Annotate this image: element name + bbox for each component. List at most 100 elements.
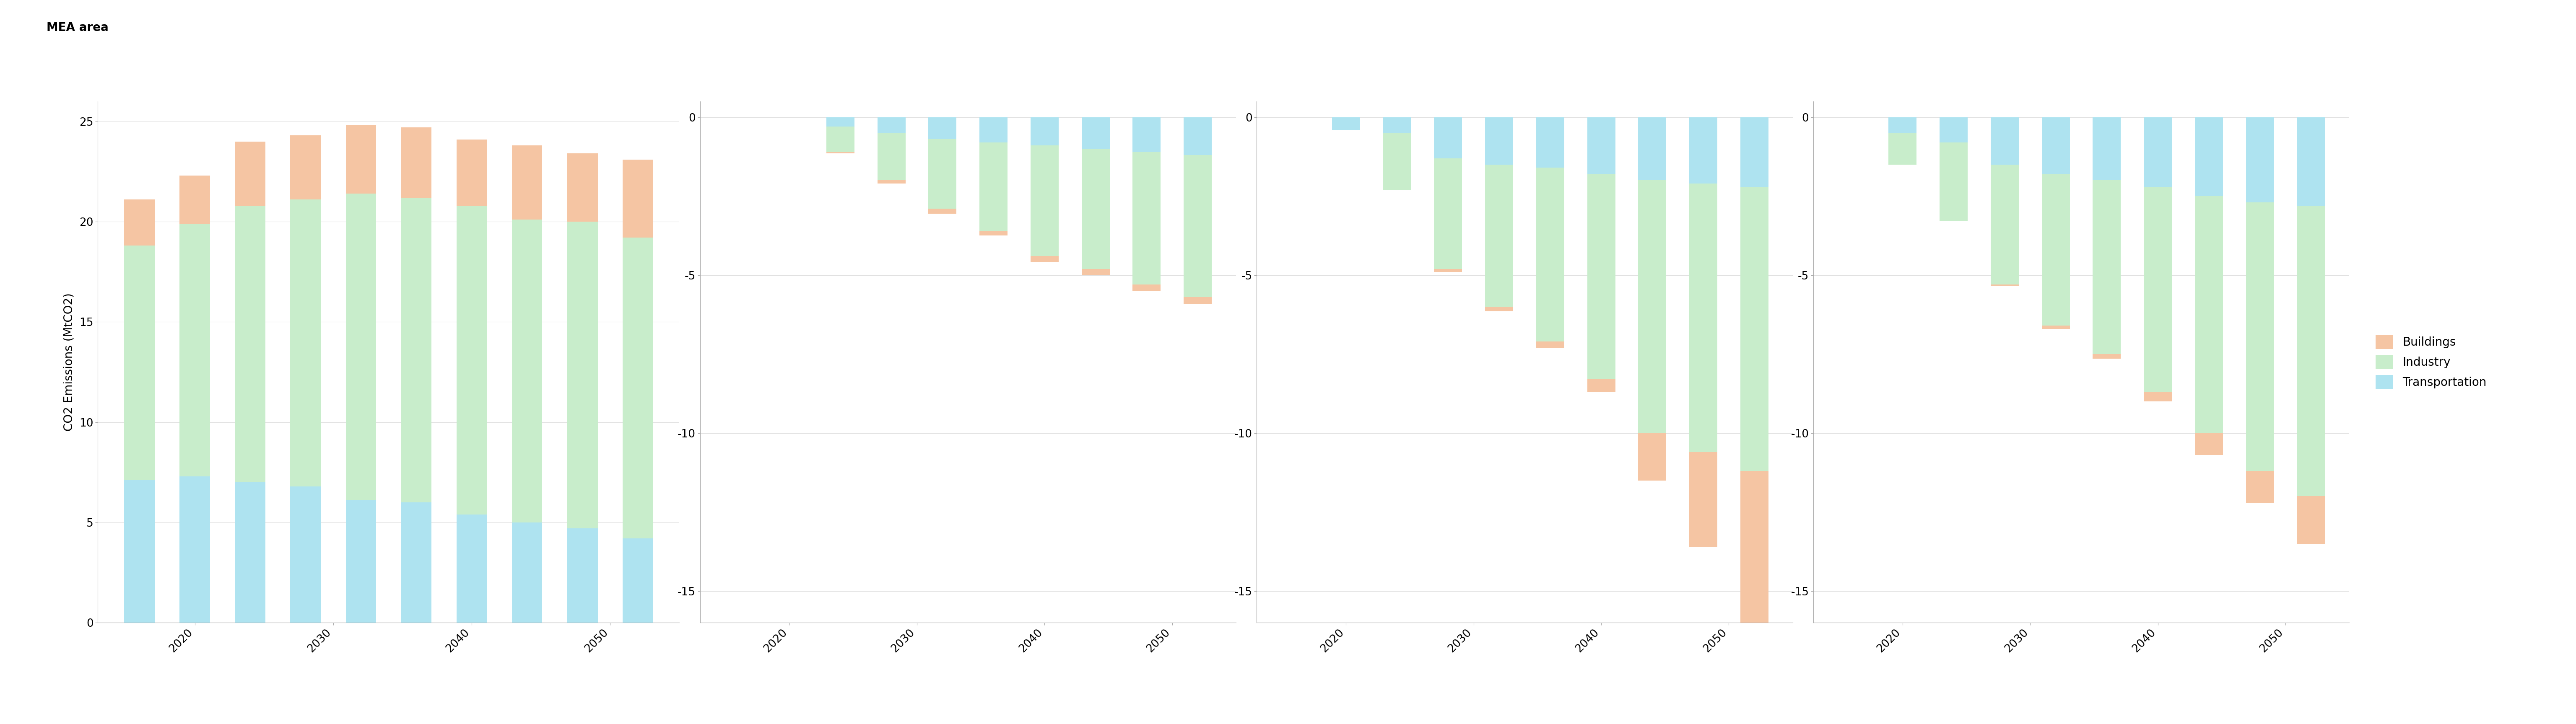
- Bar: [1435, 269, 1463, 272]
- Bar: [2246, 117, 2275, 203]
- Bar: [827, 127, 855, 152]
- Bar: [1587, 174, 1615, 379]
- Bar: [623, 237, 654, 539]
- Bar: [2195, 196, 2223, 433]
- Bar: [1133, 117, 1162, 152]
- Bar: [1185, 155, 1211, 298]
- Bar: [1638, 180, 1667, 433]
- Bar: [2092, 117, 2120, 180]
- Bar: [927, 209, 956, 214]
- Bar: [1486, 164, 1512, 307]
- Bar: [1383, 133, 1412, 190]
- Bar: [1082, 117, 1110, 148]
- Bar: [1082, 269, 1110, 275]
- Bar: [2195, 433, 2223, 455]
- Bar: [124, 245, 155, 480]
- Bar: [345, 500, 376, 623]
- Bar: [180, 175, 211, 224]
- Bar: [456, 140, 487, 206]
- Bar: [345, 193, 376, 500]
- Bar: [291, 200, 322, 487]
- Legend: Buildings, Industry, Transportation: Buildings, Industry, Transportation: [2375, 335, 2486, 389]
- Bar: [2092, 180, 2120, 354]
- Bar: [979, 117, 1007, 143]
- Bar: [1185, 298, 1211, 303]
- Bar: [2298, 496, 2326, 544]
- Bar: [1940, 143, 1968, 222]
- Bar: [1486, 117, 1512, 164]
- Bar: [124, 200, 155, 245]
- Bar: [291, 135, 322, 200]
- Bar: [402, 127, 433, 198]
- Bar: [1133, 285, 1162, 291]
- Bar: [1332, 117, 1360, 130]
- Bar: [402, 198, 433, 502]
- Bar: [567, 222, 598, 529]
- Bar: [827, 152, 855, 153]
- Bar: [234, 206, 265, 482]
- Bar: [1435, 117, 1463, 159]
- Bar: [291, 487, 322, 623]
- Bar: [1940, 117, 1968, 143]
- Bar: [2246, 203, 2275, 471]
- Bar: [456, 206, 487, 514]
- Bar: [1741, 471, 1767, 629]
- Bar: [513, 146, 544, 219]
- Text: 3. Carbon Neutral_diffAbs: 3. Carbon Neutral_diffAbs: [1450, 77, 1600, 88]
- Bar: [1888, 117, 1917, 133]
- Bar: [623, 539, 654, 623]
- Bar: [1638, 433, 1667, 481]
- Bar: [2143, 187, 2172, 392]
- Bar: [1486, 307, 1512, 311]
- Bar: [1587, 379, 1615, 392]
- Bar: [1741, 187, 1767, 471]
- Bar: [402, 502, 433, 623]
- Bar: [878, 133, 904, 180]
- Bar: [1030, 256, 1059, 263]
- Text: MEA area: MEA area: [46, 22, 108, 33]
- Bar: [234, 141, 265, 206]
- Bar: [1741, 117, 1767, 187]
- Bar: [1587, 117, 1615, 174]
- Text: 1. Business as Usual: 1. Business as Usual: [330, 77, 448, 88]
- Text: 4. Carbon Neutral + LUC_diffAbs: 4. Carbon Neutral + LUC_diffAbs: [1986, 77, 2177, 88]
- Bar: [345, 125, 376, 193]
- Bar: [1185, 117, 1211, 155]
- Bar: [979, 231, 1007, 235]
- Bar: [513, 523, 544, 623]
- Bar: [180, 224, 211, 476]
- Bar: [2298, 117, 2326, 206]
- Bar: [2246, 471, 2275, 502]
- Bar: [1383, 117, 1412, 133]
- Bar: [1690, 452, 1718, 547]
- Bar: [1690, 117, 1718, 183]
- Bar: [827, 117, 855, 127]
- Bar: [513, 219, 544, 523]
- Bar: [2298, 206, 2326, 496]
- Bar: [1435, 159, 1463, 269]
- Bar: [1030, 117, 1059, 146]
- Bar: [2143, 117, 2172, 187]
- Bar: [1133, 152, 1162, 285]
- Bar: [878, 117, 904, 133]
- Bar: [1991, 164, 2020, 285]
- Bar: [927, 117, 956, 139]
- Bar: [1535, 342, 1564, 348]
- Bar: [124, 480, 155, 623]
- Bar: [2195, 117, 2223, 196]
- Bar: [1082, 148, 1110, 269]
- Bar: [234, 482, 265, 623]
- Bar: [1030, 146, 1059, 256]
- Y-axis label: CO2 Emissions (MtCO2): CO2 Emissions (MtCO2): [62, 293, 75, 431]
- Bar: [180, 476, 211, 623]
- Bar: [623, 159, 654, 237]
- Text: 2. Policies_diffAbs: 2. Policies_diffAbs: [917, 77, 1020, 88]
- Bar: [1888, 133, 1917, 164]
- Bar: [927, 139, 956, 209]
- Bar: [1991, 117, 2020, 164]
- Bar: [1638, 117, 1667, 180]
- Bar: [1535, 117, 1564, 168]
- Bar: [2043, 117, 2069, 174]
- Bar: [2143, 392, 2172, 402]
- Bar: [1690, 183, 1718, 452]
